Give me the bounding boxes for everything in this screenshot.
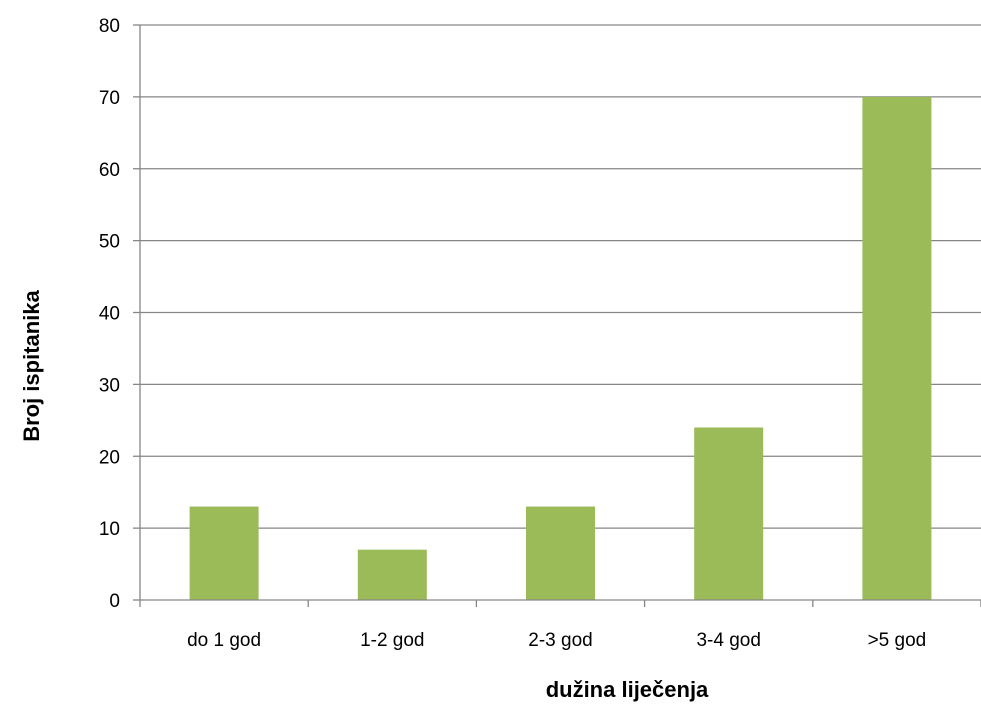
gridlines [140, 24, 981, 529]
y-tick-label: 60 [99, 160, 120, 181]
x-tick-label: do 1 god [187, 630, 261, 651]
y-tick-label: 40 [99, 304, 120, 325]
y-tick-label: 20 [99, 447, 120, 468]
bar [862, 96, 932, 600]
x-axis-title: dužina liječenja [546, 677, 709, 702]
x-tick-labels: do 1 god 1-2 god 2-3 god 3-4 god >5 god [187, 630, 926, 651]
y-tick-label: 0 [109, 591, 120, 612]
bar [694, 427, 764, 600]
bar [189, 506, 259, 600]
x-tick-label: 1-2 god [360, 630, 424, 651]
bar [357, 549, 427, 600]
bars [189, 96, 932, 600]
y-tick-label: 80 [99, 16, 120, 37]
axes [133, 24, 981, 607]
x-tick-label: >5 god [868, 630, 927, 651]
y-tick-label: 10 [99, 519, 120, 540]
y-tick-labels: 0 10 20 30 40 50 60 70 80 [99, 16, 120, 612]
y-tick-label: 70 [99, 88, 120, 109]
y-tick-label: 30 [99, 375, 120, 396]
x-tick-label: 3-4 god [696, 630, 760, 651]
x-tick-label: 2-3 god [528, 630, 592, 651]
bar [526, 506, 595, 600]
y-axis-title: Broj ispitanika [19, 289, 44, 441]
y-tick-label: 50 [99, 232, 120, 253]
